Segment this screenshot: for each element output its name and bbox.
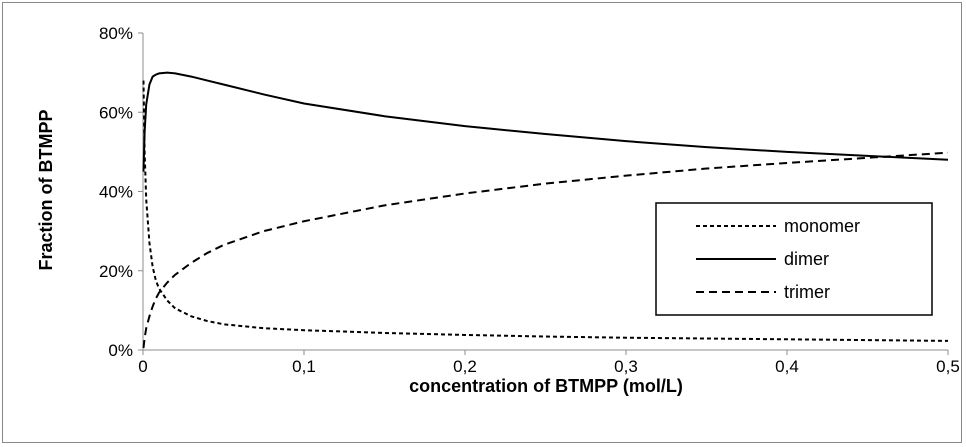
series-line-trimer [142,151,949,349]
legend: monomer dimer trimer [655,202,933,316]
y-tick-label: 60% [99,103,133,122]
y-tick-label: 0% [108,341,133,360]
y-axis-ticks: 0% 20% 40% 60% 80% [99,24,143,360]
x-tick-label: 0,2 [453,357,477,376]
series-line-monomer [142,80,949,342]
x-tick-label: 0,1 [292,357,316,376]
y-tick-label: 40% [99,183,133,202]
x-tick-label: 0,3 [614,357,638,376]
y-tick-label: 20% [99,262,133,281]
x-tick-label: 0,4 [775,357,799,376]
legend-label-monomer: monomer [784,216,860,236]
x-axis-ticks: 0 0,1 0,2 0,3 0,4 0,5 [138,350,960,376]
series-layer [142,71,949,349]
series-line-dimer [142,71,949,172]
legend-label-dimer: dimer [784,249,829,269]
x-tick-label: 0,5 [936,357,960,376]
x-tick-label: 0 [138,357,147,376]
legend-label-trimer: trimer [784,282,830,302]
y-tick-label: 80% [99,24,133,43]
x-axis-title: concentration of BTMPP (mol/L) [409,376,683,396]
y-axis-title: Fraction of BTMPP [36,110,56,271]
